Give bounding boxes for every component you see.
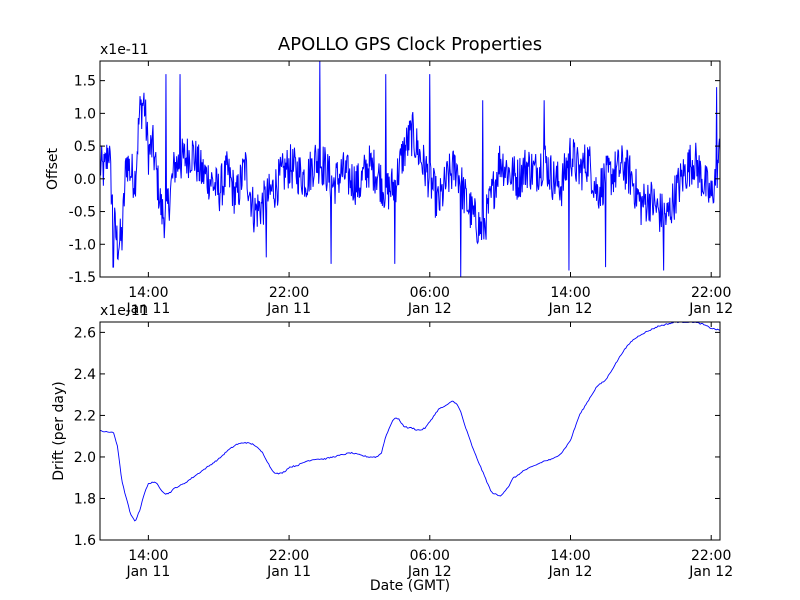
offset-y-tick-label: -1.5 [69, 270, 96, 286]
drift-x-tick-time-label: 06:00 [410, 548, 450, 564]
drift-x-tick-date-label: Jan 12 [688, 564, 733, 580]
offset-x-tick-date-label: Jan 12 [688, 301, 733, 317]
drift-y-tick-label: 2.0 [74, 450, 96, 466]
drift-x-tick-date-label: Jan 12 [407, 564, 452, 580]
offset-axes-frame [99, 60, 721, 278]
drift-x-tick-time-label: 22:00 [691, 548, 731, 564]
drift-y-tick-label: 1.8 [74, 491, 96, 507]
drift-y-tick-label: 2.4 [74, 367, 96, 383]
offset-y-tick-label: 1.5 [74, 74, 96, 90]
offset-x-tick-date-label: Jan 12 [407, 301, 452, 317]
offset-x-tick-time-label: 06:00 [410, 285, 450, 301]
drift-x-tick-time-label: 14:00 [550, 548, 590, 564]
drift-series-line [100, 322, 720, 522]
x-axis-label: Date (GMT) [370, 578, 450, 594]
offset-x-tick-time-label: 22:00 [691, 285, 731, 301]
offset-x-tick-time-label: 14:00 [550, 285, 590, 301]
offset-series-line [100, 61, 720, 277]
drift-x-tick-date-label: Jan 11 [266, 564, 311, 580]
offset-x-tick-date-label: Jan 12 [548, 301, 593, 317]
offset-y-tick-label: 0.0 [74, 172, 96, 188]
drift-x-tick-date-label: Jan 11 [125, 564, 170, 580]
chart-title: APOLLO GPS Clock Properties [278, 34, 542, 55]
drift-x-tick-time-label: 22:00 [269, 548, 309, 564]
offset-x-tick-time-label: 22:00 [269, 285, 309, 301]
offset-y-tick-label: -0.5 [69, 205, 96, 221]
drift-scale-label: x1e-11 [100, 303, 149, 319]
offset-y-tick-label: 0.5 [74, 139, 96, 155]
offset-y-tick-label: -1.0 [69, 237, 96, 253]
offset-x-tick-date-label: Jan 11 [266, 301, 311, 317]
drift-x-tick-date-label: Jan 12 [548, 564, 593, 580]
offset-x-tick-date-label: Jan 11 [125, 301, 170, 317]
drift-axes-frame [99, 321, 721, 541]
offset-scale-label: x1e-11 [100, 42, 149, 58]
drift-y-tick-label: 2.2 [74, 408, 96, 424]
offset-y-tick-label: 1.0 [74, 106, 96, 122]
drift-y-tick-label: 2.6 [74, 325, 96, 341]
drift-y-tick-label: 1.6 [74, 533, 96, 549]
offset-y-axis-label: Offset [45, 147, 61, 190]
drift-x-tick-time-label: 14:00 [128, 548, 168, 564]
offset-x-tick-time-label: 14:00 [128, 285, 168, 301]
drift-y-axis-label: Drift (per day) [51, 381, 67, 480]
